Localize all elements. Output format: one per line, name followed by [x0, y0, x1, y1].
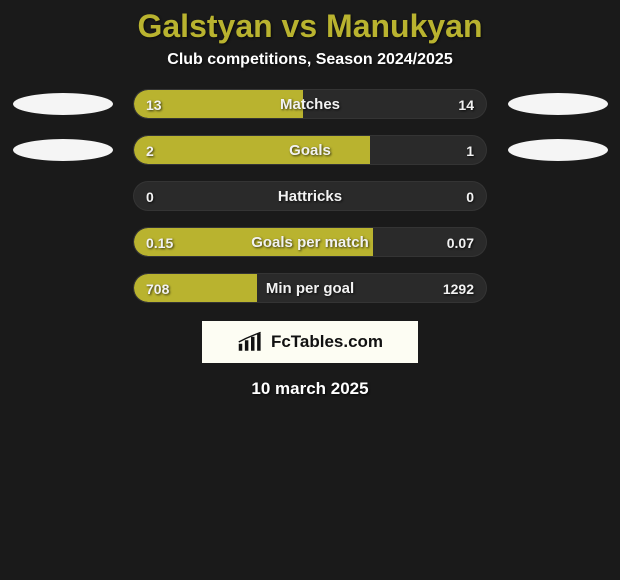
bar-hattricks: 0 Hattricks 0 [133, 181, 487, 211]
flag-left-ellipse-icon [13, 93, 113, 115]
bar-matches: 13 Matches 14 [133, 89, 487, 119]
stat-right-value: 0.07 [447, 228, 474, 257]
spacer-right [505, 181, 610, 211]
spacer-left [10, 273, 115, 303]
stat-row: 708 Min per goal 1292 [10, 273, 610, 303]
stat-right-value: 0 [466, 182, 474, 211]
date-text: 10 march 2025 [0, 379, 620, 399]
flag-left-ellipse-icon [13, 139, 113, 161]
flag-right-ellipse-icon [508, 139, 608, 161]
spacer-left [10, 227, 115, 257]
fctables-logo: FcTables.com [202, 321, 418, 363]
stat-right-value: 14 [458, 90, 474, 119]
flag-right-ellipse-icon [508, 93, 608, 115]
bar-min-per-goal: 708 Min per goal 1292 [133, 273, 487, 303]
spacer-right [505, 227, 610, 257]
stat-right-value: 1292 [443, 274, 474, 303]
stat-row: 0.15 Goals per match 0.07 [10, 227, 610, 257]
stat-label: Min per goal [134, 274, 486, 303]
stat-right-value: 1 [466, 136, 474, 165]
page-title: Galstyan vs Manukyan [0, 0, 620, 51]
spacer-left [10, 181, 115, 211]
logo-text: FcTables.com [271, 332, 383, 352]
flag-left-wrap [10, 89, 115, 119]
stat-label: Goals [134, 136, 486, 165]
bar-goals: 2 Goals 1 [133, 135, 487, 165]
bar-goals-per-match: 0.15 Goals per match 0.07 [133, 227, 487, 257]
flag-left-wrap [10, 135, 115, 165]
stat-row: 2 Goals 1 [10, 135, 610, 165]
spacer-right [505, 273, 610, 303]
stat-label: Matches [134, 90, 486, 119]
stat-label: Hattricks [134, 182, 486, 211]
flag-right-wrap [505, 135, 610, 165]
stats-container: 13 Matches 14 2 Goals 1 0 Hattricks 0 [0, 89, 620, 303]
stat-row: 13 Matches 14 [10, 89, 610, 119]
bar-chart-icon [237, 331, 265, 353]
flag-right-wrap [505, 89, 610, 119]
subtitle: Club competitions, Season 2024/2025 [0, 51, 620, 89]
stat-row: 0 Hattricks 0 [10, 181, 610, 211]
stat-label: Goals per match [134, 228, 486, 257]
